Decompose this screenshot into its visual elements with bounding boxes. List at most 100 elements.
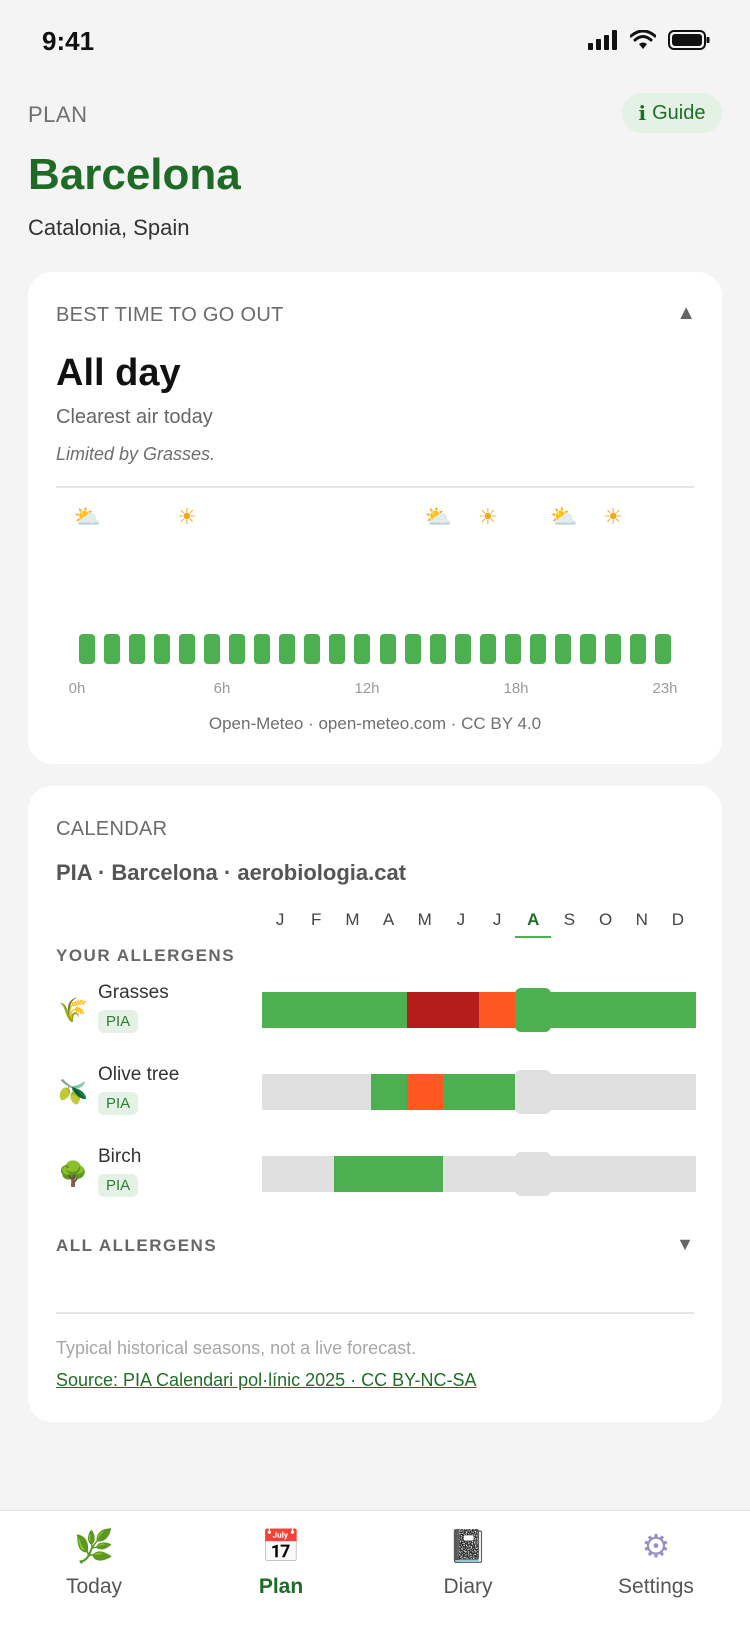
best-time-card-title: BEST TIME TO GO OUT [56, 304, 284, 326]
limiting-factor-note: Limited by Grasses. [56, 444, 216, 464]
hour-label: 12h [354, 680, 380, 697]
best-time-value: All day [56, 352, 181, 394]
signal-icon [588, 30, 617, 50]
hourly-air-quality-bars [74, 634, 676, 664]
allergen-row-olive-tree[interactable]: 🫒 Olive tree PIA [28, 1064, 722, 1124]
season-segment-low [442, 1074, 516, 1110]
season-segment-none [262, 1074, 371, 1110]
hour-bar [429, 634, 446, 664]
tab-diary[interactable]: 📓 Diary [398, 1527, 538, 1599]
tab-label: Today [65, 1575, 123, 1598]
guide-button-label: Guide [652, 101, 706, 124]
calendar-icon: 📅 [261, 1528, 301, 1564]
hour-bar [203, 634, 220, 664]
sun-icon: ☀ [177, 504, 197, 529]
wifi-icon [630, 30, 656, 49]
tab-today[interactable]: 🌿 Today [24, 1527, 164, 1599]
source-badge: PIA [98, 1174, 139, 1197]
partly-cloudy-icon: ⛅ [424, 504, 453, 529]
hour-bar [379, 634, 396, 664]
season-segment-low [370, 1074, 407, 1110]
hour-bar [479, 634, 496, 664]
tab-plan[interactable]: 📅 Plan [211, 1527, 351, 1599]
hour-label: 23h [652, 680, 678, 697]
season-track [262, 1152, 696, 1196]
month-label: J [275, 910, 285, 929]
sun-icon: ☀ [478, 504, 498, 529]
month-label: M [345, 910, 360, 929]
hour-bar [630, 634, 647, 664]
bottom-tab-bar: 🌿 Today 📅 Plan 📓 Diary ⚙ Settings [0, 1510, 750, 1626]
expand-chevron-icon[interactable]: ▼ [676, 1234, 694, 1254]
all-allergens-toggle[interactable]: ALL ALLERGENS [56, 1236, 218, 1255]
allergen-row-grasses[interactable]: 🌾 Grasses PIA [28, 982, 722, 1042]
season-segment-very-high [406, 992, 479, 1028]
hour-bar [530, 634, 547, 664]
your-allergens-heading: YOUR ALLERGENS [56, 946, 236, 965]
tree-icon: 🌳 [58, 1161, 88, 1188]
hour-bar [279, 634, 296, 664]
partly-cloudy-icon: ⛅ [550, 504, 578, 529]
hour-bar [555, 634, 572, 664]
region-subtitle: Catalonia, Spain [28, 215, 190, 240]
tab-label: Settings [618, 1575, 694, 1598]
hour-bar [504, 634, 521, 664]
calendar-card: CALENDAR PIA · Barcelona · aerobiologia.… [28, 786, 722, 1422]
hour-bar [605, 634, 622, 664]
status-time: 9:41 [42, 26, 95, 56]
season-segment-high [406, 1074, 443, 1110]
hour-bar [254, 634, 271, 664]
sun-icon: ☀ [603, 504, 624, 529]
hour-bar [354, 634, 371, 664]
collapse-toggle-icon[interactable]: ▲ [676, 302, 696, 324]
source-link[interactable]: Source: PIA Calendari pol·línic 2025 · C… [56, 1370, 477, 1390]
seedling-icon: 🌿 [74, 1528, 114, 1564]
allergen-row-birch[interactable]: 🌳 Birch PIA [28, 1146, 722, 1206]
guide-button[interactable]: i Guide [622, 93, 722, 133]
hour-label: 18h [503, 680, 529, 697]
divider [56, 486, 694, 488]
allergen-name: Grasses [98, 982, 169, 1003]
page-title: Barcelona [28, 150, 241, 199]
hour-bar [655, 634, 672, 664]
tab-settings[interactable]: ⚙ Settings [586, 1527, 726, 1599]
month-label: F [311, 910, 322, 929]
current-month-marker [515, 1152, 552, 1196]
season-segment-none [262, 1156, 335, 1192]
current-month-underline [515, 936, 552, 938]
hour-bar [78, 634, 95, 664]
hour-bar [229, 634, 246, 664]
hour-bar [404, 634, 421, 664]
current-month-marker [515, 1070, 552, 1114]
month-label: S [563, 910, 576, 929]
hour-bar [153, 634, 170, 664]
hour-bar [304, 634, 321, 664]
partly-cloudy-icon: ⛅ [73, 504, 101, 529]
hour-bar [580, 634, 597, 664]
gear-icon: ⚙ [641, 1528, 671, 1564]
season-track [262, 988, 696, 1032]
notebook-icon: 📓 [448, 1528, 488, 1564]
season-track [262, 1070, 696, 1114]
weather-attribution: Open-Meteo · open-meteo.com · CC BY 4.0 [208, 714, 542, 733]
current-month-marker [515, 988, 552, 1032]
best-time-subtitle: Clearest air today [56, 406, 213, 428]
month-label: D [671, 910, 685, 929]
calendar-card-title: CALENDAR [56, 818, 168, 840]
allergen-name: Birch [98, 1146, 142, 1167]
hour-bar [178, 634, 195, 664]
olive-icon: 🫒 [58, 1079, 88, 1106]
info-icon: i [638, 101, 647, 125]
status-icons [588, 30, 710, 50]
season-segment-low [262, 992, 407, 1028]
hour-bar [128, 634, 145, 664]
best-time-card: BEST TIME TO GO OUT ▲ All day Clearest a… [28, 272, 722, 764]
hour-label: 0h [68, 680, 86, 697]
tab-label: Plan [258, 1575, 304, 1598]
month-label: N [635, 910, 648, 929]
hour-bar [103, 634, 120, 664]
season-segment-high [479, 992, 516, 1028]
divider [56, 1312, 694, 1314]
calendar-footnote: Typical historical seasons, not a live f… [56, 1338, 417, 1358]
hour-label: 6h [213, 680, 231, 697]
